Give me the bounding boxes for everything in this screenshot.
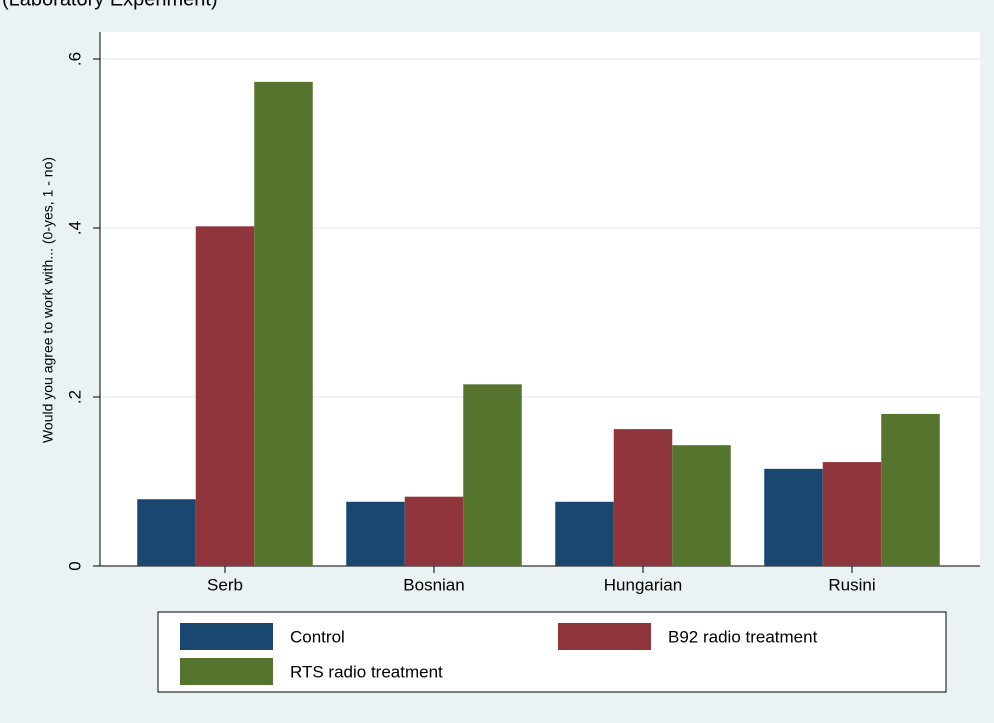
chart-subtitle: (Laboratory Experiment) bbox=[2, 0, 218, 10]
bar bbox=[195, 226, 255, 566]
bar bbox=[672, 445, 731, 566]
legend bbox=[157, 611, 947, 693]
bar bbox=[463, 384, 522, 566]
bar bbox=[764, 468, 823, 566]
y-tick-label: 0 bbox=[65, 561, 84, 570]
x-tick-label: Bosnian bbox=[403, 575, 464, 594]
bar bbox=[881, 413, 940, 566]
legend-swatch bbox=[180, 623, 273, 650]
y-axis-label: Would you agree to work with... (0-yes, … bbox=[40, 157, 56, 443]
bar bbox=[137, 499, 196, 566]
bar bbox=[555, 501, 614, 566]
x-tick-label: Serb bbox=[207, 575, 243, 594]
bar bbox=[613, 429, 673, 566]
y-tick-label: .6 bbox=[65, 52, 84, 66]
bar bbox=[346, 501, 405, 566]
y-tick-label: .2 bbox=[65, 390, 84, 404]
y-tick-label: .4 bbox=[65, 221, 84, 235]
legend-label: B92 radio treatment bbox=[668, 627, 818, 646]
legend-label: RTS radio treatment bbox=[290, 662, 443, 681]
x-tick-label: Hungarian bbox=[604, 575, 682, 594]
legend-label: Control bbox=[290, 627, 345, 646]
legend-swatch bbox=[180, 658, 273, 685]
bar bbox=[404, 496, 464, 566]
legend-swatch bbox=[558, 623, 651, 650]
bar bbox=[822, 462, 882, 566]
x-tick-label: Rusini bbox=[828, 575, 875, 594]
bar bbox=[254, 81, 313, 567]
